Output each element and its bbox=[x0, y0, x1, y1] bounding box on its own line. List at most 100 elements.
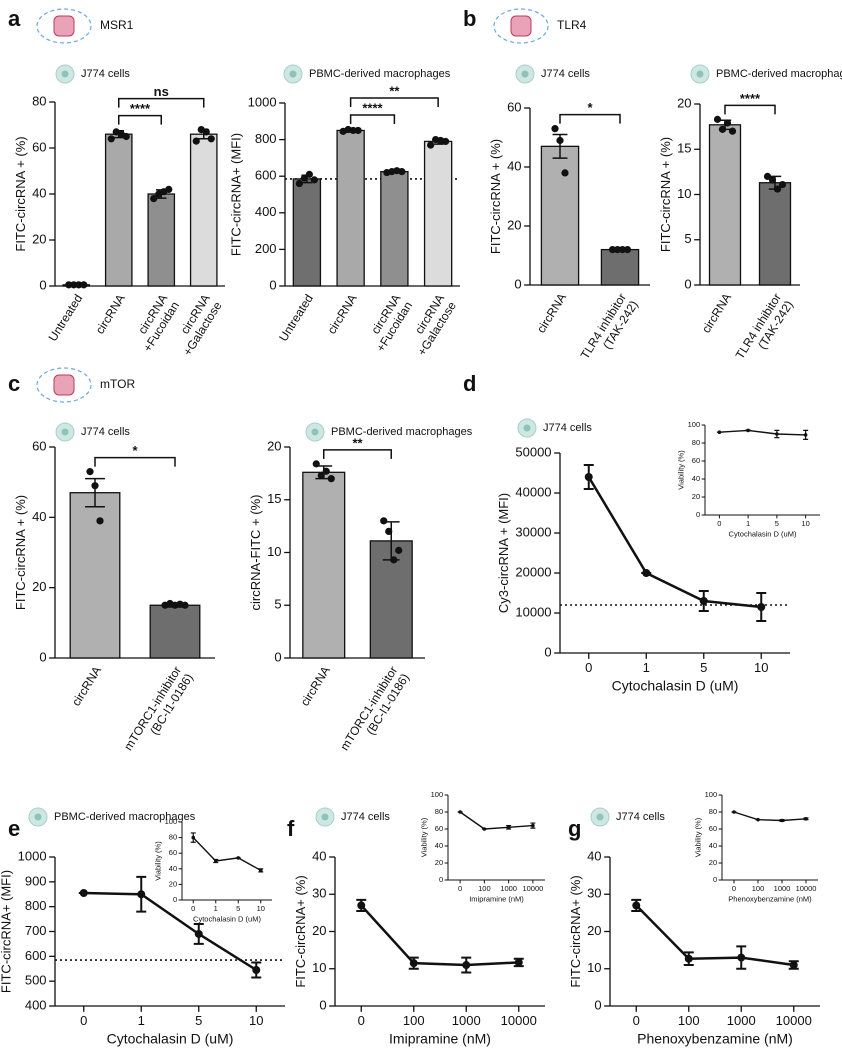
data-point bbox=[804, 817, 808, 821]
y-tick-label: 20 bbox=[267, 438, 281, 453]
data-point bbox=[80, 281, 88, 289]
significance-bracket bbox=[118, 114, 162, 125]
data-point bbox=[395, 546, 403, 554]
data-point bbox=[561, 169, 569, 177]
x-tick-label: 1000 bbox=[727, 1013, 756, 1028]
significance-label: * bbox=[587, 100, 593, 115]
significance-bracket bbox=[349, 97, 439, 107]
x-tick-label: 5 bbox=[195, 1013, 202, 1028]
data-point bbox=[295, 179, 303, 188]
x-tick-label: 10 bbox=[257, 904, 265, 913]
y-tick-label: 60 bbox=[507, 99, 521, 114]
cell-icon-nucleus bbox=[596, 813, 604, 821]
x-tick-label: circRNA bbox=[69, 664, 104, 709]
x-tick-label: 10000 bbox=[796, 884, 817, 893]
data-point bbox=[86, 468, 94, 476]
data-point bbox=[531, 823, 535, 828]
y-tick-label: 0 bbox=[274, 649, 281, 664]
y-tick-label: 40 bbox=[169, 864, 177, 873]
cell-label: PBMC-derived macrophages bbox=[331, 426, 473, 438]
significance-label: ns bbox=[154, 84, 169, 99]
cell-icon-nucleus bbox=[696, 70, 704, 78]
data-point bbox=[803, 433, 808, 437]
y-tick-label: 700 bbox=[25, 923, 47, 938]
y-tick-label: 15 bbox=[267, 491, 281, 506]
panel-letter: c bbox=[8, 371, 20, 396]
y-tick-label: 40 bbox=[507, 158, 521, 173]
y-tick-label: 0 bbox=[684, 276, 691, 291]
y-tick-label: 20 bbox=[709, 858, 717, 867]
y-axis-label: FITC-circRNA+ (%) bbox=[568, 875, 583, 987]
y-tick-label: 0 bbox=[696, 510, 700, 519]
bar bbox=[69, 492, 121, 659]
data-point bbox=[442, 137, 450, 146]
y-tick-label: 10000 bbox=[515, 604, 551, 619]
y-tick-label: 40 bbox=[692, 474, 700, 483]
data-line bbox=[83, 891, 257, 972]
y-axis-label: Viability (%) bbox=[154, 841, 163, 881]
x-tick-label: circRNA bbox=[325, 292, 360, 337]
data-point bbox=[79, 889, 88, 898]
y-tick-label: 10 bbox=[312, 960, 326, 975]
data-point bbox=[380, 517, 388, 525]
data-point bbox=[632, 901, 641, 910]
x-tick-label-line: Untreated bbox=[46, 292, 86, 344]
bar bbox=[540, 145, 580, 286]
x-tick-label: 1000 bbox=[452, 1013, 481, 1028]
cell-label: J774 cells bbox=[81, 68, 130, 80]
header-icon bbox=[53, 15, 75, 37]
data-point bbox=[462, 961, 471, 970]
panel-letter: g bbox=[568, 816, 581, 841]
y-tick-label: 800 bbox=[25, 898, 47, 913]
x-tick-label: 5 bbox=[236, 904, 240, 913]
y-tick-label: 40 bbox=[587, 848, 601, 863]
y-tick-label: 5 bbox=[274, 597, 281, 612]
significance-bracket bbox=[349, 114, 396, 124]
bar bbox=[380, 170, 409, 287]
data-point bbox=[327, 475, 335, 483]
significance-label: **** bbox=[740, 91, 761, 106]
data-point bbox=[122, 132, 130, 141]
data-point bbox=[194, 929, 203, 938]
y-tick-label: 40 bbox=[32, 509, 46, 524]
y-tick-label: 1000 bbox=[18, 848, 47, 863]
significance-label: * bbox=[132, 443, 138, 458]
y-tick-label: 40000 bbox=[515, 484, 551, 499]
cell-icon-nucleus bbox=[34, 813, 42, 821]
x-tick-label-line: circRNA bbox=[93, 292, 128, 337]
y-tick-label: 0 bbox=[173, 895, 177, 904]
data-point bbox=[618, 246, 627, 254]
y-tick-label: 30000 bbox=[515, 524, 551, 539]
bar bbox=[336, 129, 365, 287]
data-point bbox=[91, 482, 99, 490]
x-axis-label: Cytochalasin D (uM) bbox=[193, 914, 261, 923]
cell-icon-nucleus bbox=[61, 70, 69, 78]
y-tick-label: 0 bbox=[544, 644, 551, 659]
significance-bracket bbox=[724, 104, 776, 115]
y-tick-label: 0 bbox=[319, 997, 326, 1012]
data-point bbox=[258, 868, 263, 873]
y-tick-label: 20 bbox=[169, 879, 177, 888]
data-line bbox=[360, 904, 519, 967]
y-tick-label: 20 bbox=[32, 231, 46, 246]
x-axis-label: Phenoxybenzamine (nM) bbox=[728, 894, 812, 903]
data-point bbox=[213, 859, 218, 863]
y-axis-label: Viability (%) bbox=[677, 450, 686, 490]
y-tick-label: 30 bbox=[312, 886, 326, 901]
data-point bbox=[354, 126, 362, 135]
data-point bbox=[732, 810, 736, 814]
data-point bbox=[310, 176, 318, 184]
y-tick-label: 30 bbox=[587, 886, 601, 901]
data-point bbox=[780, 818, 784, 823]
y-tick-label: 0 bbox=[594, 997, 601, 1012]
data-point bbox=[551, 125, 559, 133]
data-point bbox=[252, 965, 261, 974]
data-point bbox=[642, 569, 651, 577]
x-tick-label: circRNA+Fucoidan bbox=[129, 292, 182, 355]
y-axis-label: FITC-circRNA+ (MFI) bbox=[228, 133, 243, 256]
cell-icon-nucleus bbox=[61, 428, 69, 436]
x-tick-label: 100 bbox=[678, 1013, 700, 1028]
data-point bbox=[723, 119, 732, 127]
y-tick-label: 10 bbox=[677, 186, 691, 201]
